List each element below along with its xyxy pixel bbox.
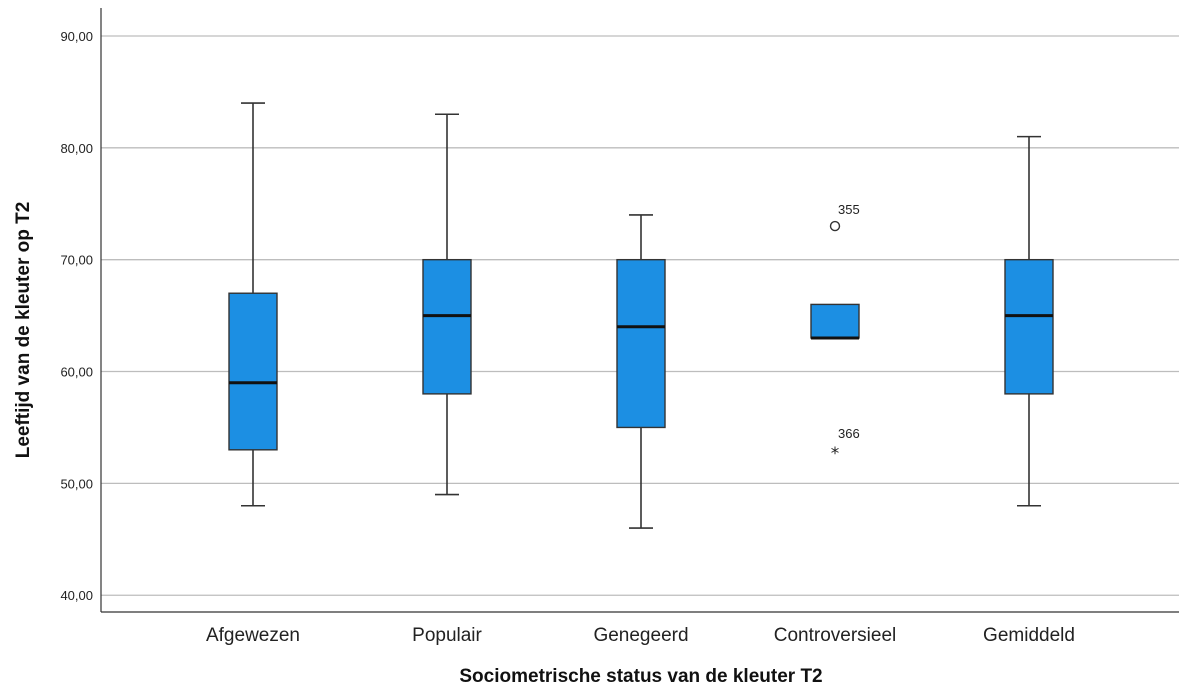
iqr-box xyxy=(1004,258,1054,395)
box-group xyxy=(228,102,278,507)
outlier-circle xyxy=(829,220,841,232)
outlier-label: 366 xyxy=(838,426,860,441)
y-tick-label: 70,00 xyxy=(60,253,93,268)
box-group xyxy=(1004,135,1054,507)
category-labels: Afgewezen Populair Genegeerd Controversieel… xyxy=(206,625,1075,646)
axes xyxy=(100,8,1179,613)
y-tick-label: 80,00 xyxy=(60,141,93,156)
y-tick-label: 50,00 xyxy=(60,476,93,491)
boxes: 355 * 366 xyxy=(228,102,1054,529)
y-tick-labels: 40,00 50,00 60,00 70,00 80,00 90,00 xyxy=(60,29,93,603)
iqr-box xyxy=(810,303,860,339)
x-category-label: Populair xyxy=(412,625,482,646)
outlier-label: 355 xyxy=(838,202,860,217)
box-group xyxy=(422,113,472,496)
x-category-label: Afgewezen xyxy=(206,625,300,646)
y-tick-label: 60,00 xyxy=(60,365,93,380)
box-group xyxy=(616,214,666,529)
iqr-box xyxy=(228,292,278,451)
iqr-box xyxy=(422,258,472,395)
y-tick-label: 40,00 xyxy=(60,588,93,603)
x-category-label: Gemiddeld xyxy=(983,625,1075,646)
y-axis-title: Leeftijd van de kleuter op T2 xyxy=(13,202,34,459)
x-category-label: Genegeerd xyxy=(593,625,688,646)
box-group: 355 * 366 xyxy=(810,202,860,464)
x-category-label: Controversieel xyxy=(774,625,897,646)
y-tick-label: 90,00 xyxy=(60,29,93,44)
iqr-box xyxy=(616,258,666,429)
x-axis-title: Sociometrische status van de kleuter T2 xyxy=(459,666,822,687)
outlier-star: * xyxy=(831,444,840,464)
